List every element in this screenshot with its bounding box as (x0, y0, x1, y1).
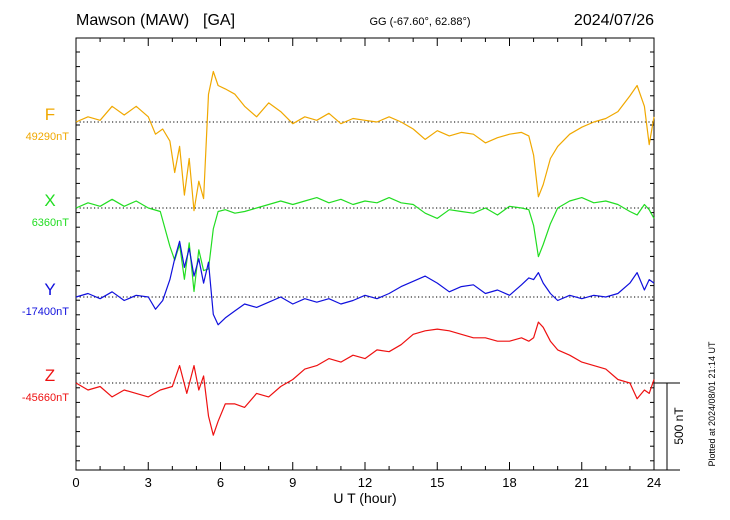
series-line-x (75, 197, 655, 293)
station-title: Mawson (MAW) (76, 12, 189, 29)
series-line-z (75, 321, 655, 436)
series-line-y (75, 240, 655, 326)
series-name-x: X (44, 191, 55, 210)
series-name-z: Z (45, 366, 55, 385)
station-code: [GA] (203, 12, 235, 29)
plot-date: 2024/07/26 (574, 12, 654, 29)
x-tick-labels: 0 3 6 9 12 15 18 21 24 (72, 475, 661, 490)
plot-frame (75, 37, 655, 471)
axis-ticks (75, 38, 655, 470)
series-baseline-f: 49290nT (26, 131, 70, 143)
x-tick-label: 6 (217, 475, 224, 490)
x-axis-label: U T (hour) (333, 490, 396, 506)
series-lines (75, 70, 655, 436)
series-name-y: Y (44, 280, 55, 299)
scale-bar: 500 nT (654, 382, 686, 471)
series-name-f: F (45, 105, 55, 124)
station-coords: GG (-67.60°, 62.88°) (369, 16, 470, 28)
x-tick-label: 0 (72, 475, 79, 490)
series-labels: F 49290nT X 6360nT Y -17400nT Z -45660nT (22, 105, 69, 404)
x-tick-label: 18 (502, 475, 516, 490)
scale-bar-label: 500 nT (672, 407, 686, 445)
x-tick-label: 15 (430, 475, 444, 490)
x-tick-label: 21 (575, 475, 589, 490)
series-baseline-y: -17400nT (22, 306, 69, 318)
x-tick-label: 24 (647, 475, 661, 490)
x-tick-label: 9 (289, 475, 296, 490)
series-baseline-x: 6360nT (32, 217, 70, 229)
series-baseline-z: -45660nT (22, 392, 69, 404)
series-line-f (75, 70, 655, 212)
x-tick-label: 3 (145, 475, 152, 490)
baselines (76, 121, 654, 384)
plotted-at-note: Plotted at 2024/08/01 21:14 UT (707, 341, 717, 467)
x-tick-label: 12 (358, 475, 372, 490)
